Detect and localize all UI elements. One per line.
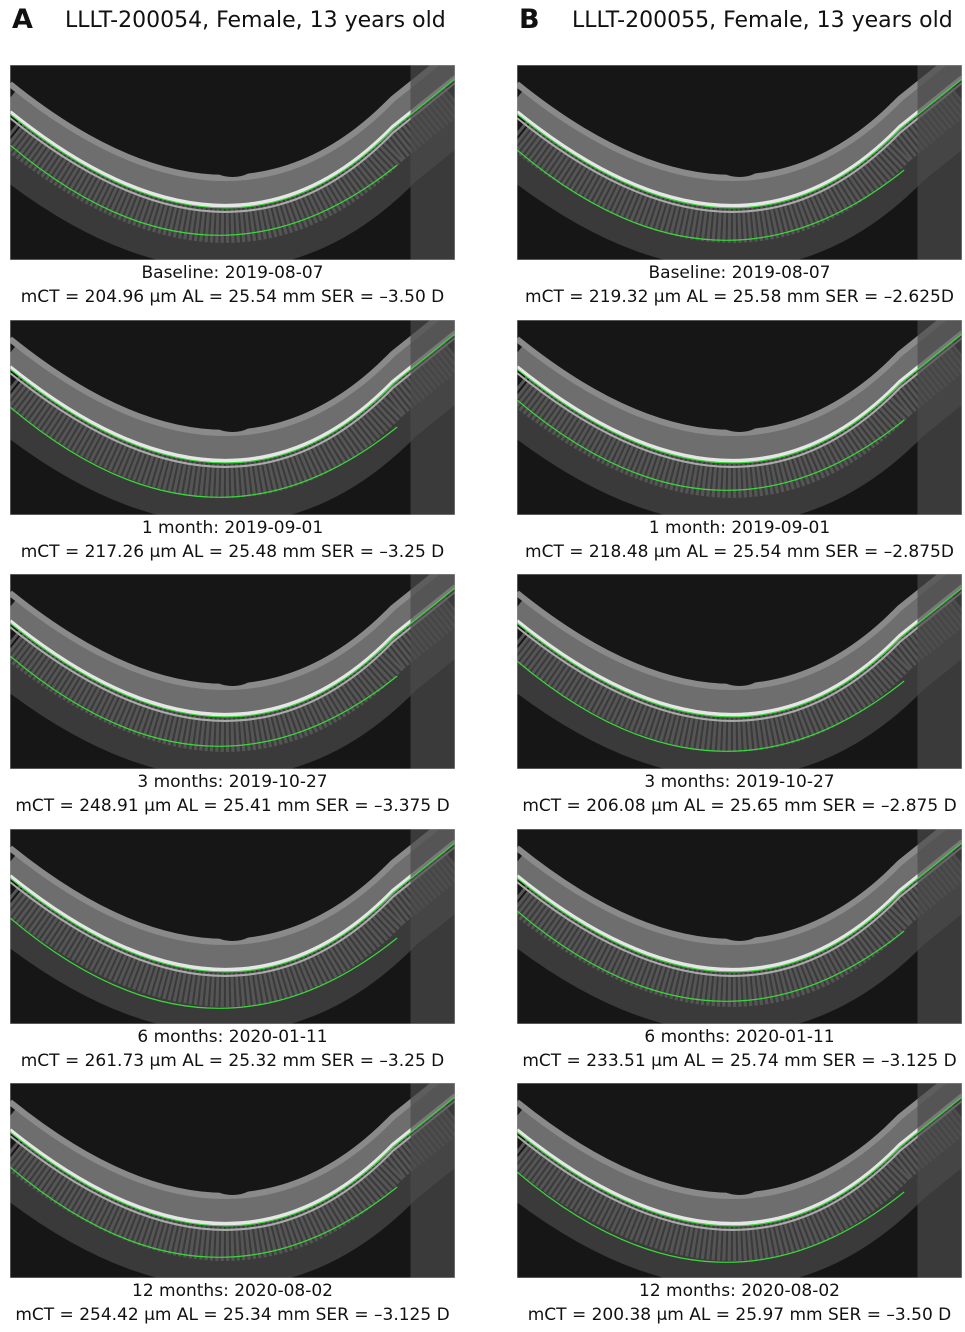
scan-label: 6 months: 2020-01-11 — [517, 1027, 962, 1047]
scan-label: 12 months: 2020-08-02 — [517, 1281, 962, 1301]
oct-scan-image — [517, 574, 962, 769]
scan-label: 3 months: 2019-10-27 — [517, 772, 962, 792]
scan-metrics: mCT = 206.08 μm AL = 25.65 mm SER = –2.8… — [517, 796, 962, 816]
scan-metrics: mCT = 248.91 μm AL = 25.41 mm SER = –3.3… — [10, 796, 455, 816]
scan-label: 1 month: 2019-09-01 — [517, 518, 962, 538]
panel-title: LLLT-200055, Female, 13 years old — [572, 8, 953, 33]
scan-metrics: mCT = 261.73 μm AL = 25.32 mm SER = –3.2… — [10, 1051, 455, 1071]
panel-letter: B — [519, 4, 540, 35]
scan-metrics: mCT = 218.48 μm AL = 25.54 mm SER = –2.8… — [517, 542, 962, 562]
scan-label: 3 months: 2019-10-27 — [10, 772, 455, 792]
oct-scan-image — [517, 320, 962, 515]
scan-metrics: mCT = 200.38 μm AL = 25.97 mm SER = –3.5… — [517, 1305, 962, 1325]
scan-metrics: mCT = 217.26 μm AL = 25.48 mm SER = –3.2… — [10, 542, 455, 562]
oct-scan-image — [517, 65, 962, 260]
scan-metrics: mCT = 219.32 μm AL = 25.58 mm SER = –2.6… — [517, 287, 962, 307]
scan-label: 12 months: 2020-08-02 — [10, 1281, 455, 1301]
scan-metrics: mCT = 254.42 μm AL = 25.34 mm SER = –3.1… — [10, 1305, 455, 1325]
scan-label: 6 months: 2020-01-11 — [10, 1027, 455, 1047]
scan-label: 1 month: 2019-09-01 — [10, 518, 455, 538]
scan-metrics: mCT = 204.96 μm AL = 25.54 mm SER = –3.5… — [10, 287, 455, 307]
scan-label: Baseline: 2019-08-07 — [10, 263, 455, 283]
panel-letter: A — [12, 4, 33, 35]
scan-metrics: mCT = 233.51 μm AL = 25.74 mm SER = –3.1… — [517, 1051, 962, 1071]
oct-scan-image — [10, 574, 455, 769]
oct-scan-image — [517, 1083, 962, 1278]
panel-title: LLLT-200054, Female, 13 years old — [65, 8, 446, 33]
oct-scan-image — [10, 320, 455, 515]
oct-scan-image — [517, 829, 962, 1024]
oct-scan-image — [10, 1083, 455, 1278]
oct-scan-image — [10, 829, 455, 1024]
oct-scan-image — [10, 65, 455, 260]
figure: (() => { const data = JSON.parse(documen… — [0, 0, 965, 1332]
scan-label: Baseline: 2019-08-07 — [517, 263, 962, 283]
